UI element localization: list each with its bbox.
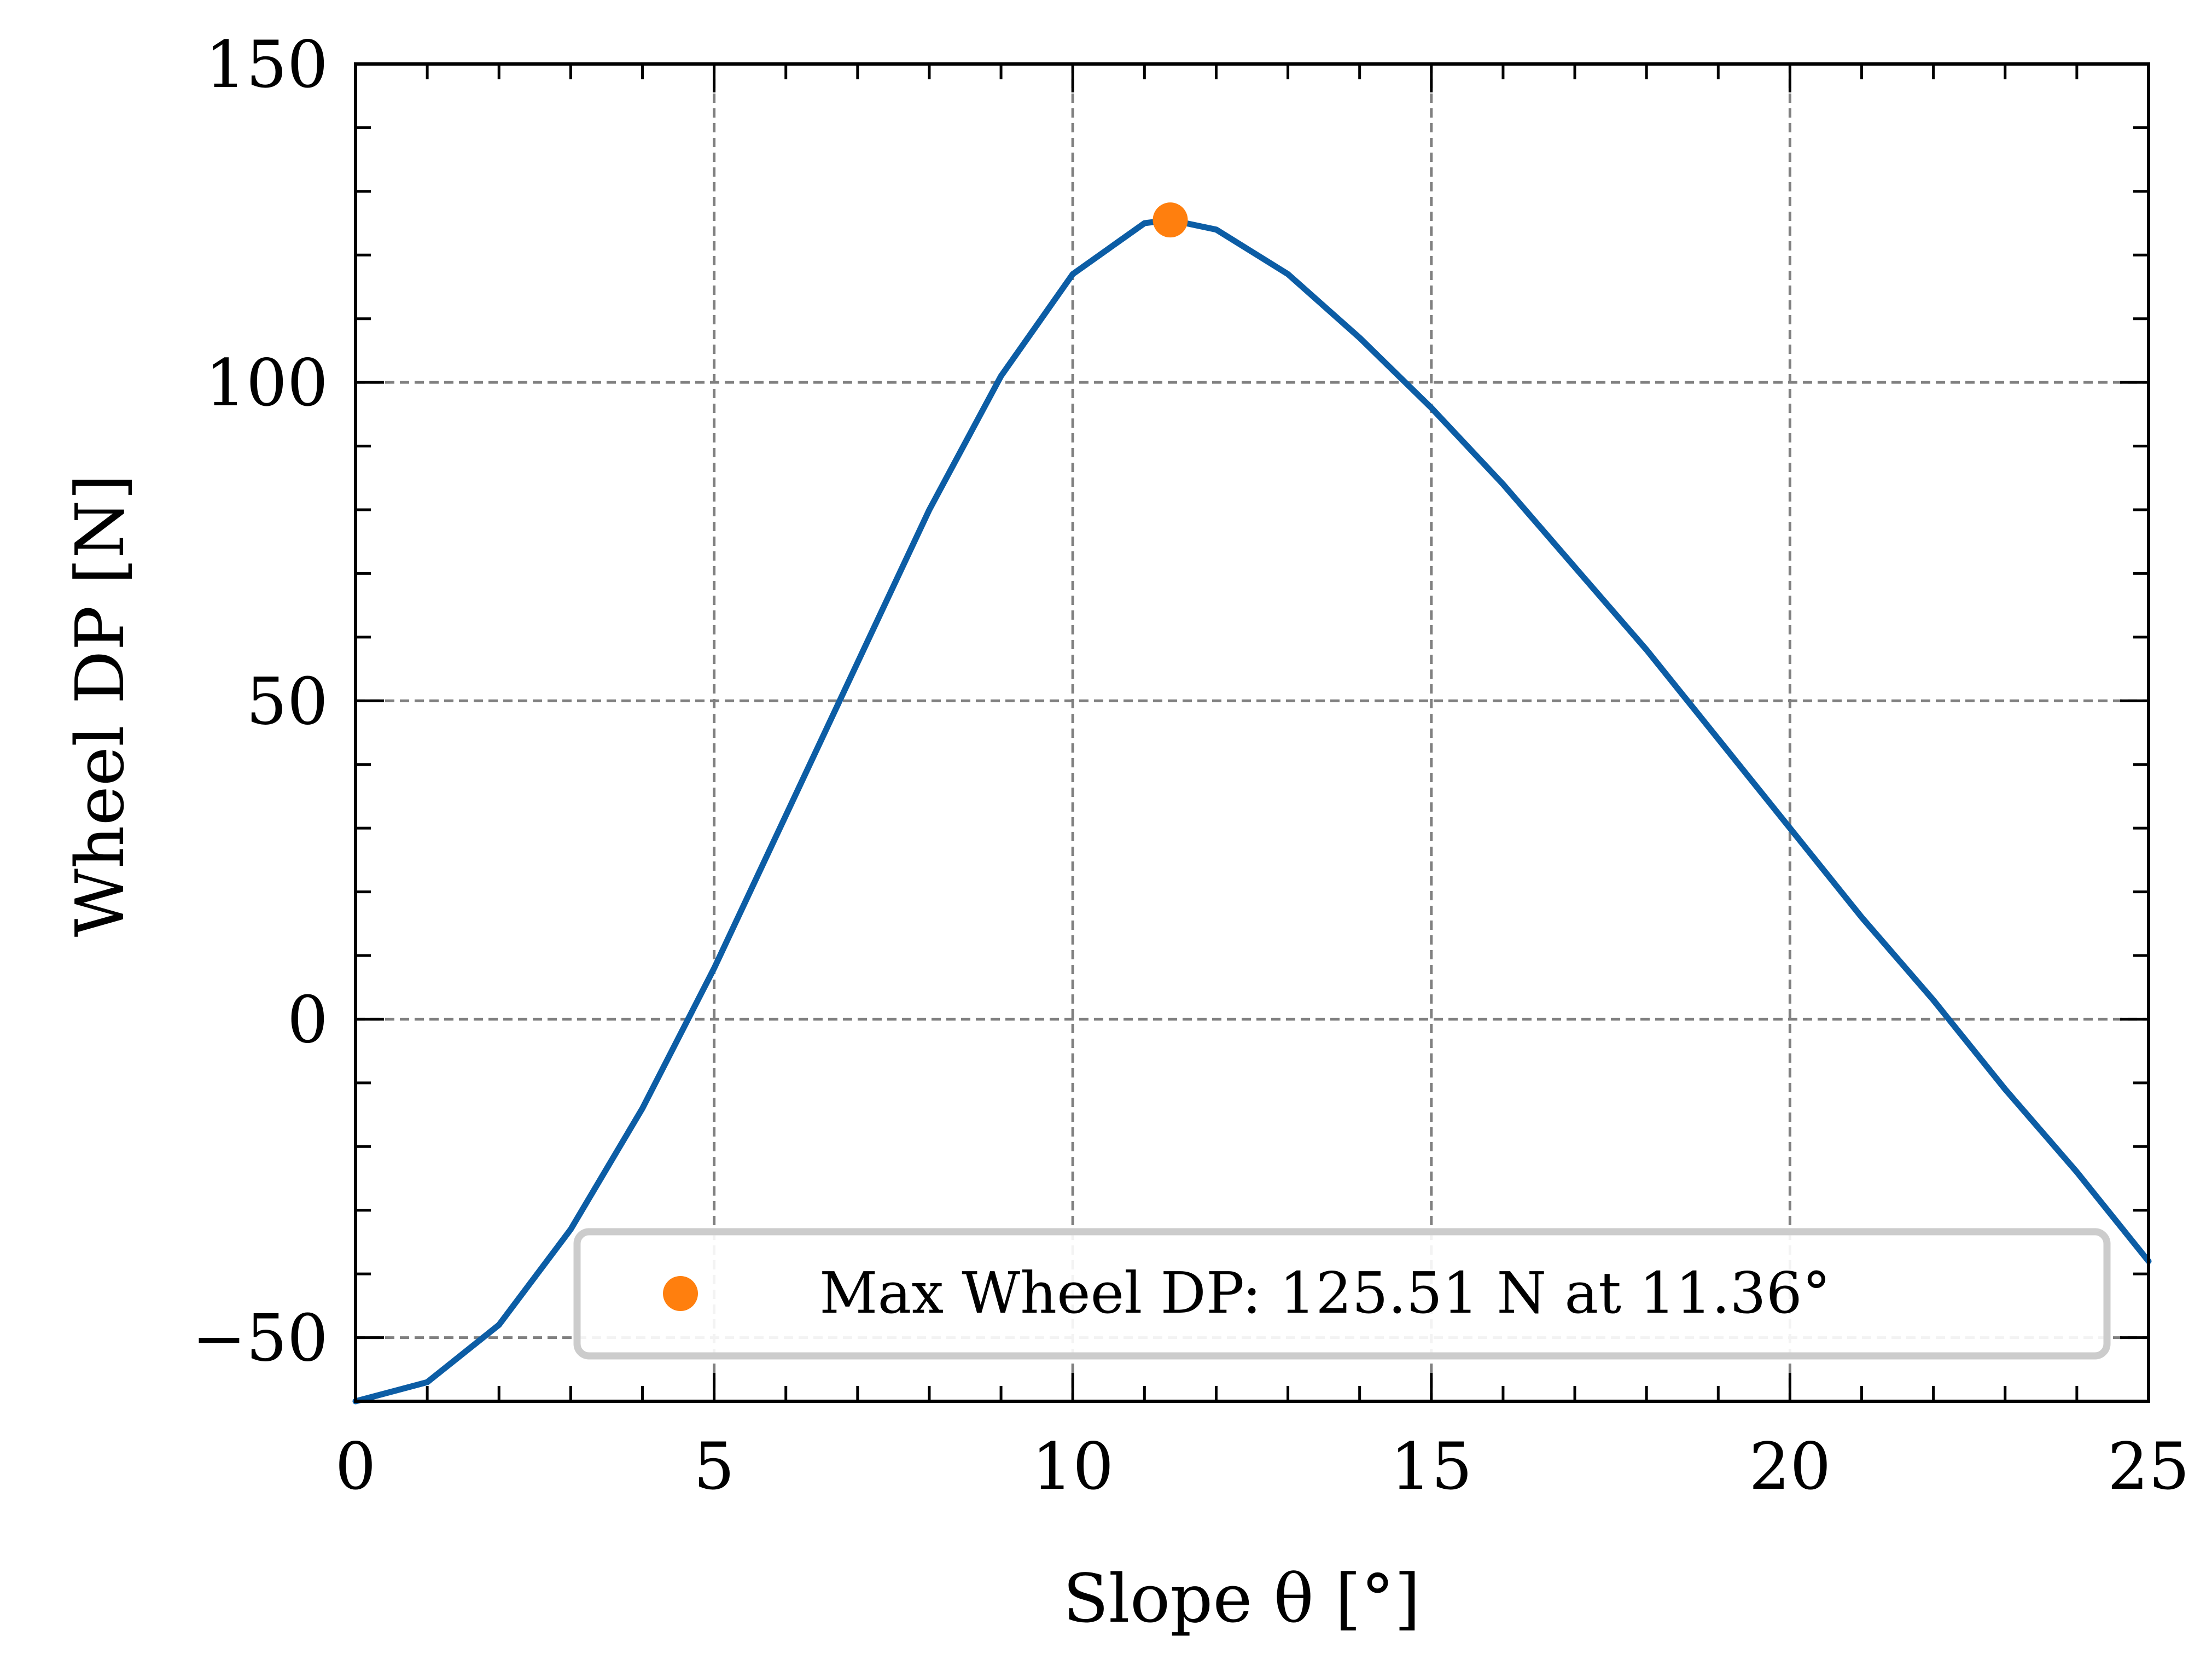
max-point-marker (1152, 202, 1188, 238)
y-axis-label: Wheel DP [N] (61, 474, 139, 937)
series-line (352, 217, 2152, 1405)
legend: Max Wheel DP: 125.51 N at 11.36° (573, 1228, 2111, 1360)
x-tick-label: 15 (1390, 1429, 1472, 1504)
x-tick-label: 20 (1749, 1429, 1831, 1504)
x-tick-label: 0 (335, 1429, 376, 1504)
grid (356, 64, 2149, 1401)
x-tick-label: 25 (2108, 1429, 2190, 1504)
y-tick-label: 100 (205, 345, 328, 421)
legend-marker (663, 1276, 698, 1311)
legend-label: Max Wheel DP: 125.51 N at 11.36° (819, 1260, 1831, 1326)
y-tick-label: 0 (287, 982, 328, 1057)
marker-layer (1152, 202, 1188, 238)
x-tick-label: 10 (1032, 1429, 1114, 1504)
x-axis-label: Slope θ [°] (1063, 1560, 1421, 1638)
legend-box (573, 1228, 2111, 1360)
y-tick-label: 50 (246, 663, 328, 739)
plot-frame (354, 62, 2150, 1403)
axes (354, 62, 2150, 1403)
y-tick-label: 150 (205, 27, 328, 102)
series-layer (352, 217, 2152, 1405)
x-tick-label: 5 (694, 1429, 735, 1504)
y-tick-label: −50 (192, 1301, 328, 1376)
